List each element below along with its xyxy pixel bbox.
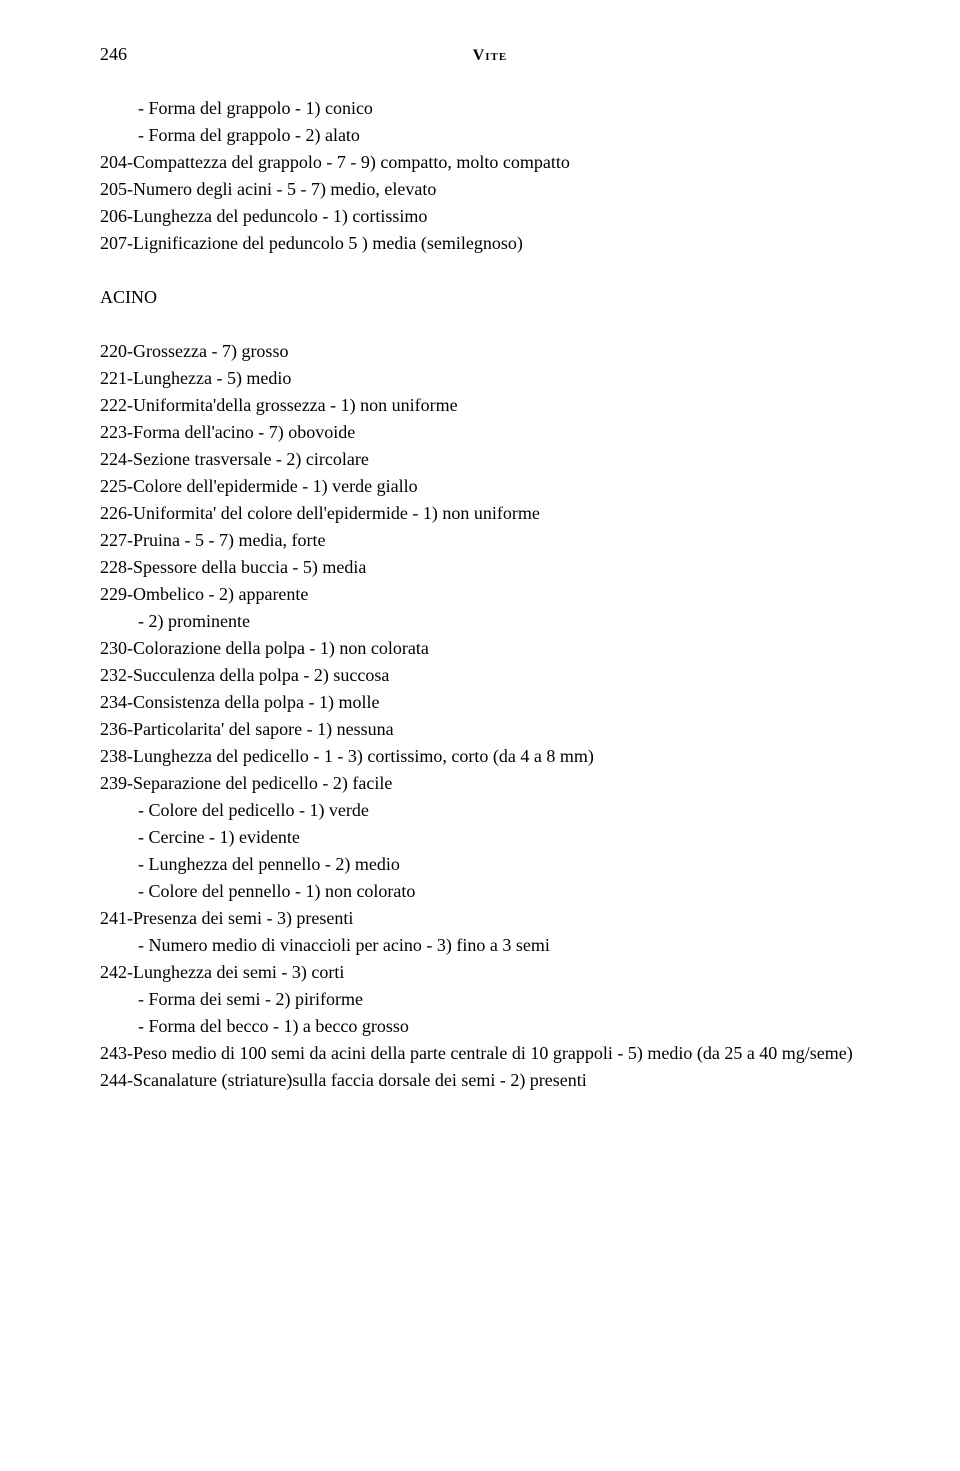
section-heading: ACINO [100,284,880,311]
text-line: 244-Scanalature (striature)sulla faccia … [100,1067,880,1094]
text-line: 223-Forma dell'acino - 7) obovoide [100,419,880,446]
text-line: 206-Lunghezza del peduncolo - 1) cortiss… [100,203,880,230]
text-line: - Forma del becco - 1) a becco grosso [100,1013,880,1040]
text-line: - Colore del pennello - 1) non colorato [100,878,880,905]
text-line: 242-Lunghezza dei semi - 3) corti [100,959,880,986]
text-line: 227-Pruina - 5 - 7) media, forte [100,527,880,554]
document-page: 246 Vite - Forma del grappolo - 1) conic… [0,0,960,1471]
header-title: Vite [100,47,880,65]
text-line: 221-Lunghezza - 5) medio [100,365,880,392]
blank-line [100,311,880,338]
document-body: - Forma del grappolo - 1) conico- Forma … [100,95,880,1094]
text-line: 232-Succulenza della polpa - 2) succosa [100,662,880,689]
text-line: 226-Uniformita' del colore dell'epidermi… [100,500,880,527]
text-line: - Forma del grappolo - 2) alato [100,122,880,149]
text-line: 238-Lunghezza del pedicello - 1 - 3) cor… [100,743,880,770]
text-line: 230-Colorazione della polpa - 1) non col… [100,635,880,662]
text-line: 224-Sezione trasversale - 2) circolare [100,446,880,473]
text-line: 220-Grossezza - 7) grosso [100,338,880,365]
text-line: - Forma del grappolo - 1) conico [100,95,880,122]
text-line: 228-Spessore della buccia - 5) media [100,554,880,581]
text-line: - Cercine - 1) evidente [100,824,880,851]
text-line: - Numero medio di vinaccioli per acino -… [100,932,880,959]
text-line: 204-Compattezza del grappolo - 7 - 9) co… [100,149,880,176]
text-line: 229-Ombelico - 2) apparente [100,581,880,608]
text-line: 225-Colore dell'epidermide - 1) verde gi… [100,473,880,500]
text-line: 241-Presenza dei semi - 3) presenti [100,905,880,932]
text-line: 243-Peso medio di 100 semi da acini dell… [100,1040,880,1067]
text-line: - Forma dei semi - 2) piriforme [100,986,880,1013]
text-line: 222-Uniformita'della grossezza - 1) non … [100,392,880,419]
text-line: 234-Consistenza della polpa - 1) molle [100,689,880,716]
text-line: - Colore del pedicello - 1) verde [100,797,880,824]
text-line: 236-Particolarita' del sapore - 1) nessu… [100,716,880,743]
blank-line [100,257,880,284]
page-header: 246 Vite [100,44,880,65]
text-line: 205-Numero degli acini - 5 - 7) medio, e… [100,176,880,203]
text-line: 239-Separazione del pedicello - 2) facil… [100,770,880,797]
text-line: 207-Lignificazione del peduncolo 5 ) med… [100,230,880,257]
text-line: - 2) prominente [100,608,880,635]
text-line: - Lunghezza del pennello - 2) medio [100,851,880,878]
